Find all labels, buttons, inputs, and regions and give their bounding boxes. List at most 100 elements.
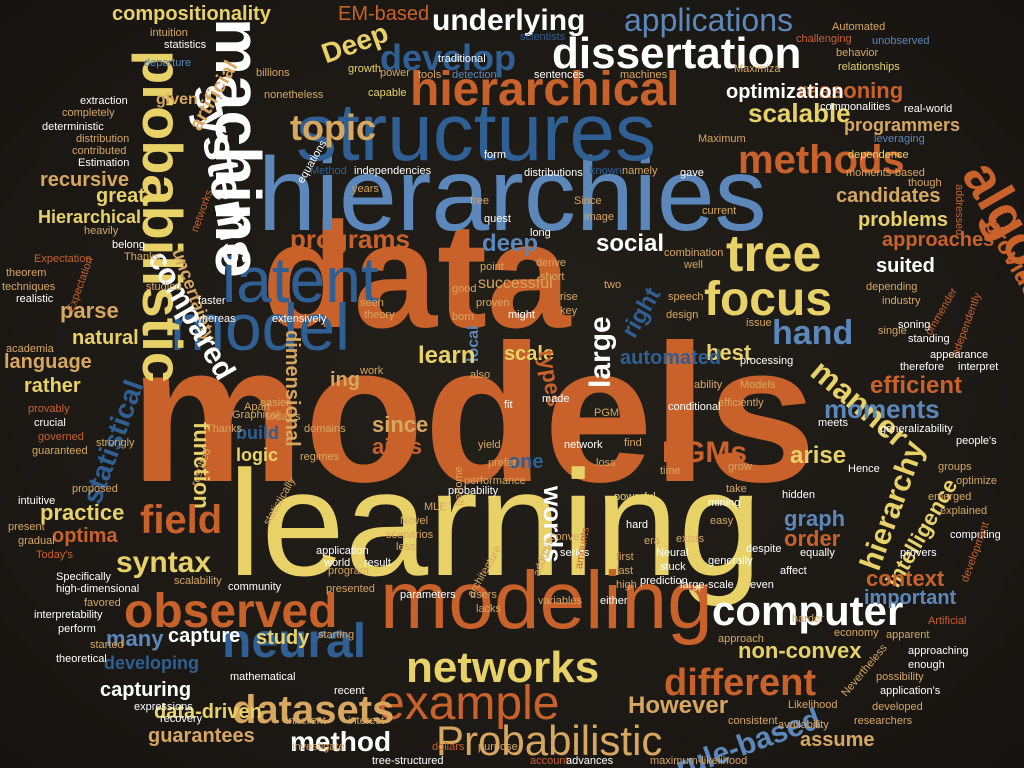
word-growth: growth [348,63,382,75]
word-hard: hard [626,519,649,531]
word-series: series [560,547,590,559]
word-present: present [8,521,45,533]
word-field: field [140,498,223,542]
word-Graphical: Graphical [232,409,280,421]
word-parse: parse [60,298,119,323]
word-tools: tools [418,69,442,81]
word-latent: latent [222,244,379,316]
word-However: However [628,692,729,719]
word-variables: variables [538,595,583,607]
word-starting: starting [318,629,355,641]
word-Hence: Hence [848,463,880,475]
word-different: different [664,662,816,704]
word-time: time [660,465,681,477]
word-syntax: syntax [116,546,212,579]
word-dimensional: dimensional [281,330,303,447]
word-one: one [508,451,544,473]
word-deep: deep [482,230,539,257]
word-practice: practice [40,500,125,525]
word-crucial: crucial [34,417,66,429]
word-combination: combination [664,247,724,259]
word-approach: approach [718,633,764,645]
word-hierarchies: hierarchies [258,137,767,253]
word-tree: tree [726,225,822,283]
word-take: take [726,483,747,495]
word-made: made [542,393,570,405]
word-advances: advances [566,755,614,767]
word-presented: presented [326,583,375,595]
word-great: great [96,185,145,207]
word-Since: Since [574,195,602,207]
word-appearance: appearance [930,349,989,361]
word-MLE: MLE [424,501,447,513]
word-graph: graph [784,506,846,531]
word-addressed: addressed [953,184,965,236]
word-context: context [866,566,945,591]
word-efficient: efficient [870,372,963,399]
word-traditional: traditional [438,53,486,65]
word-underlying: underlying [432,4,586,37]
word-many: many [106,626,164,651]
word-availability: availability [778,719,829,731]
word-fit: fit [504,399,513,411]
word-maximum-likelihood: maximum-likelihood [650,755,748,767]
word-independencies: independencies [354,165,432,177]
word-developing: developing [104,653,200,673]
word-world: world [324,557,351,569]
word-methods: methods [738,138,905,182]
word-Specifically: Specifically [56,571,112,583]
word-easier: easier [260,397,290,409]
word-scientists: scientists [520,31,566,43]
word-datasets: datasets [232,688,395,732]
word-candidates: candidates [836,185,941,207]
word-harder: harder [792,613,824,625]
word-Hierarchical: Hierarchical [38,207,142,227]
word-compositionality: compositionality [112,3,271,25]
word-theory: theory [364,309,395,321]
word-prefer: prefer [488,457,517,469]
word-high: high [616,579,637,591]
word-Method: Method [310,165,347,177]
word-models: models [130,304,817,523]
word-efficiently: efficiently [718,397,764,409]
word-well: well [684,259,703,271]
word-less: less [396,541,416,553]
word-work: work [360,365,384,377]
word-favored: favored [84,597,121,609]
word-might: might [508,309,535,321]
word-Probabilistic-2: Probabilistic [436,717,663,764]
word-account: account [530,755,569,767]
word-interpret: interpret [958,361,999,373]
word-high-dimensional: high-dimensional [56,583,140,595]
word-hand: hand [772,314,854,352]
word-optimize: optimize [956,475,997,487]
word-optimization: optimization [726,81,844,103]
word-theorem: theorem [6,267,47,279]
word-proven: proven [476,297,510,309]
word-theoretical: theoretical [56,653,107,665]
word-capable: capable [368,87,407,99]
word-order: order [784,526,841,551]
word-investigate: investigate [292,741,345,753]
word-logic: logic [236,445,279,465]
word-method: method [290,726,392,757]
word-relationships: relationships [838,61,900,73]
word-groups: groups [938,461,972,473]
word-Models: Models [740,379,776,391]
word-design: design [666,309,699,321]
word-Likelihood: Likelihood [788,699,838,711]
word-yield: yield [478,439,501,451]
word-Apart: Apart [244,401,271,413]
word-era: era [644,535,660,547]
word-domains: domains [304,423,346,435]
word-application's: application's [880,685,941,697]
word-PGMs: PGMs [662,436,748,469]
word-belong: belong [112,239,146,251]
word-extraction: extraction [80,95,128,107]
word-realistic: realistic [16,293,54,305]
word-consistent: consistent [728,715,778,727]
word-natural: natural [72,327,139,349]
word-mathematical: mathematical [230,671,296,683]
word-key: key [560,305,578,317]
